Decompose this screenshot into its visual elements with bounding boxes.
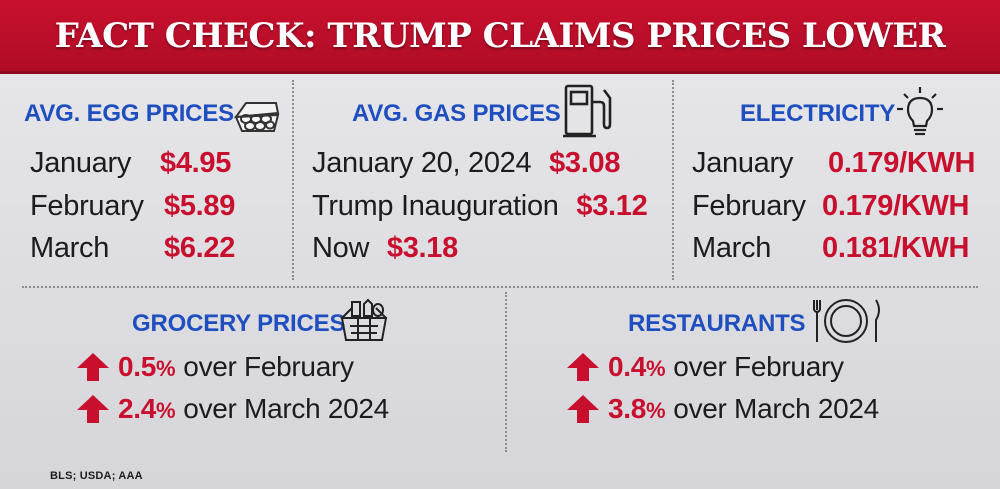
plate-fork-knife-icon <box>813 299 880 343</box>
gas-price: $3.18 <box>386 232 458 264</box>
source-credit: BLS; USDA; AAA <box>50 470 143 482</box>
gas-price: $3.08 <box>549 147 621 179</box>
up-arrow-icon <box>77 395 109 423</box>
divider-top-right <box>672 80 674 280</box>
electricity-rate: 0.181/KWH <box>822 232 970 264</box>
divider-top-left <box>292 80 294 280</box>
grocery-change-unit: % <box>156 398 176 423</box>
egg-price: $5.89 <box>164 190 236 222</box>
restaurants-change: 3.8% <box>608 393 666 425</box>
egg-price: $4.95 <box>160 147 232 179</box>
restaurants-change-unit: % <box>646 356 666 381</box>
grocery-change-text: over March 2024 <box>183 393 389 424</box>
grocery-change: 0.5% <box>118 351 176 383</box>
restaurants-change-number: 0.4 <box>608 351 647 382</box>
divider-middle <box>22 286 978 288</box>
restaurants-change-text: over March 2024 <box>673 393 879 424</box>
grocery-basket-icon <box>340 298 388 341</box>
electricity-section-title: ELECTRICITY <box>740 100 896 127</box>
egg-row-1: January $4.95 <box>30 147 231 180</box>
gas-row-2: Trump Inauguration $3.12 <box>312 190 648 223</box>
egg-price: $6.22 <box>164 232 236 264</box>
restaurants-row-1: 0.4% over February <box>566 351 844 383</box>
electricity-row-3: March 0.181/KWH <box>692 232 969 265</box>
gas-section-title: AVG. GAS PRICES <box>352 100 561 127</box>
gas-row-3: Now $3.18 <box>312 232 458 265</box>
electricity-month: January <box>692 147 794 179</box>
restaurants-change-number: 3.8 <box>608 393 647 424</box>
gas-label: Trump Inauguration <box>312 190 559 222</box>
up-arrow-icon <box>567 353 599 381</box>
grocery-change-unit: % <box>156 356 176 381</box>
gas-row-1: January 20, 2024 $3.08 <box>312 147 620 180</box>
restaurants-section-title: RESTAURANTS <box>628 310 806 337</box>
up-arrow-icon <box>77 353 109 381</box>
gas-pump-icon <box>563 84 612 138</box>
grocery-change: 2.4% <box>118 393 176 425</box>
electricity-month: February <box>692 190 806 222</box>
restaurants-row-2: 3.8% over March 2024 <box>566 393 879 425</box>
grocery-section-title: GROCERY PRICES <box>132 310 346 337</box>
egg-row-2: February $5.89 <box>30 190 235 223</box>
egg-section-title: AVG. EGG PRICES <box>24 100 234 127</box>
electricity-row-1: January 0.179/KWH <box>692 147 975 180</box>
grocery-row-1: 0.5% over February <box>76 351 354 383</box>
electricity-month: March <box>692 232 772 264</box>
electricity-rate: 0.179/KWH <box>828 147 976 179</box>
restaurants-change-unit: % <box>646 398 666 423</box>
egg-month: March <box>30 232 110 264</box>
title-banner: FACT CHECK: TRUMP CLAIMS PRICES LOWER <box>0 0 1000 74</box>
restaurants-change: 0.4% <box>608 351 666 383</box>
egg-carton-icon <box>233 102 280 132</box>
egg-month: February <box>30 190 144 222</box>
grocery-change-text: over February <box>183 351 354 382</box>
gas-price: $3.12 <box>576 190 648 222</box>
grocery-change-number: 0.5 <box>118 351 157 382</box>
divider-bottom <box>505 292 507 452</box>
up-arrow-icon <box>567 395 599 423</box>
grocery-row-2: 2.4% over March 2024 <box>76 393 389 425</box>
headline: FACT CHECK: TRUMP CLAIMS PRICES LOWER <box>54 15 946 56</box>
electricity-rate: 0.179/KWH <box>822 190 970 222</box>
electricity-row-2: February 0.179/KWH <box>692 190 969 223</box>
light-bulb-icon <box>897 87 943 136</box>
restaurants-change-text: over February <box>673 351 844 382</box>
gas-label: Now <box>312 232 370 264</box>
gas-label: January 20, 2024 <box>312 147 532 179</box>
grocery-change-number: 2.4 <box>118 393 157 424</box>
egg-row-3: March $6.22 <box>30 232 235 265</box>
egg-month: January <box>30 147 132 179</box>
